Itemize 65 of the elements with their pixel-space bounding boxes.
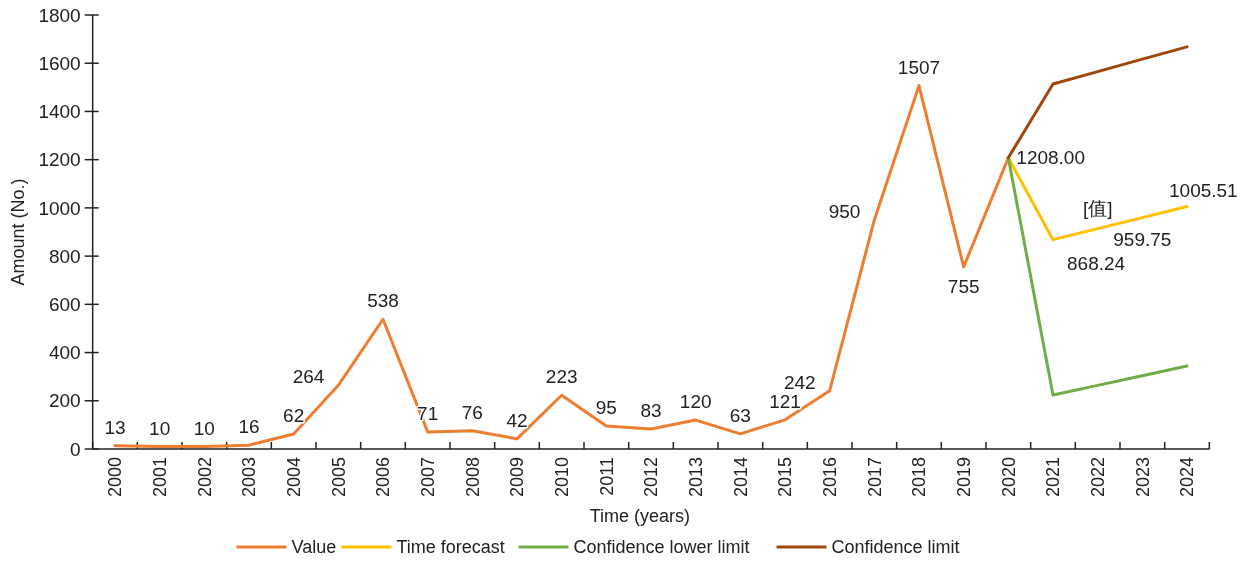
x-tick-label: 2003 — [239, 457, 260, 498]
legend-label: Confidence limit — [831, 537, 960, 558]
x-tick-label: 2002 — [194, 457, 215, 498]
x-tick-label: 2012 — [641, 457, 662, 498]
x-tick-label: 2000 — [105, 457, 126, 498]
data-label: 16 — [238, 416, 260, 438]
y-tick-label: 200 — [48, 390, 81, 412]
x-tick-label: 2013 — [685, 457, 706, 498]
x-tick-label: 2008 — [462, 457, 483, 498]
x-tick-label: 2006 — [373, 457, 394, 498]
y-tick-label: 1200 — [38, 149, 81, 171]
x-tick-label: 2015 — [775, 457, 796, 498]
data-label: 242 — [783, 371, 816, 393]
x-tick-label: 2004 — [283, 457, 304, 498]
data-label: 13 — [104, 416, 126, 438]
y-tick-label: 1800 — [38, 4, 81, 26]
x-tick-label: 2017 — [864, 457, 885, 498]
x-tick-label: 2001 — [149, 457, 170, 498]
data-label: 1005.51 — [1169, 179, 1238, 201]
legend-label: Confidence lower limit — [573, 537, 750, 558]
data-label: 62 — [283, 405, 305, 427]
x-tick-label: 2011 — [596, 457, 617, 496]
y-tick-label: 400 — [48, 342, 81, 364]
data-label: 1208.00 — [1016, 146, 1086, 168]
data-label: 950 — [828, 200, 861, 222]
x-tick-label: 2010 — [551, 457, 572, 498]
x-tick-label: 2021 — [1043, 457, 1064, 498]
data-label: 223 — [545, 366, 578, 388]
x-tick-label: 2016 — [819, 457, 840, 498]
y-tick-label: 1600 — [38, 52, 81, 74]
data-label: 755 — [947, 275, 980, 297]
data-label: 868.24 — [1067, 252, 1126, 274]
y-tick-label: 600 — [48, 293, 81, 315]
y-tick-label: 1000 — [38, 197, 81, 219]
data-label: 95 — [595, 397, 617, 419]
data-label: 42 — [506, 409, 528, 431]
x-tick-label: 2005 — [328, 457, 349, 498]
data-label: 538 — [367, 290, 399, 312]
x-tick-label: 2024 — [1177, 457, 1198, 498]
data-label: 63 — [729, 404, 751, 426]
x-tick-label: 2007 — [417, 457, 438, 498]
data-label: 83 — [640, 399, 662, 421]
legend-label: Value — [291, 537, 337, 558]
x-axis-title: Time (years) — [589, 506, 691, 526]
y-tick-label: 1400 — [38, 101, 81, 123]
x-tick-label: 2023 — [1132, 457, 1153, 498]
x-tick-label: 2022 — [1087, 457, 1108, 498]
data-label: 120 — [679, 391, 712, 413]
data-label: 76 — [461, 401, 483, 423]
data-label: [值] — [1082, 197, 1113, 219]
data-label: 10 — [193, 417, 215, 439]
data-label: 10 — [149, 417, 171, 439]
y-tick-label: 0 — [70, 438, 81, 460]
data-label: 121 — [769, 390, 801, 412]
data-label: 1507 — [897, 56, 941, 78]
y-tick-label: 800 — [48, 245, 81, 267]
legend-label: Time forecast — [396, 537, 505, 558]
x-tick-label: 2019 — [953, 457, 974, 498]
data-label: 264 — [292, 366, 325, 388]
x-tick-label: 2018 — [909, 457, 930, 498]
x-tick-label: 2009 — [507, 457, 528, 498]
y-axis-title: Amount (No.) — [8, 178, 28, 286]
data-label: 959.75 — [1113, 228, 1172, 250]
x-tick-label: 2014 — [730, 457, 751, 498]
x-tick-label: 2020 — [998, 457, 1019, 498]
